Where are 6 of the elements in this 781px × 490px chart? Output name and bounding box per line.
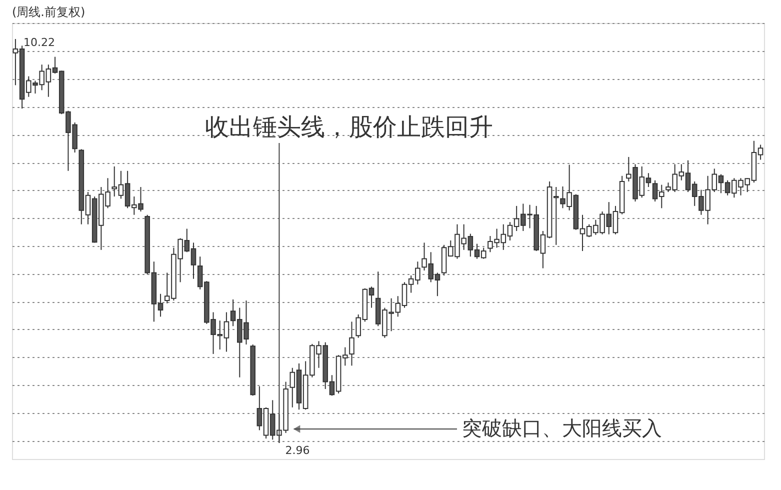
annotation: 突破缺口、大阳线买入 [462,416,662,440]
chart-title: (周线.前复权) [12,5,86,19]
text: 2.96 [285,444,310,457]
candlestick [349,321,354,366]
annotation: 10.22 [23,36,55,49]
annotation: 收出锤头线，股价止跌回升 [205,113,494,141]
